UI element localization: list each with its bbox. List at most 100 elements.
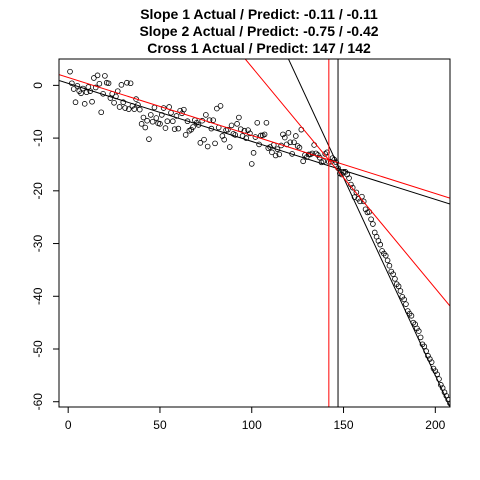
data-point xyxy=(210,117,216,123)
data-point xyxy=(70,86,77,92)
plot-frame xyxy=(58,58,451,408)
data-point xyxy=(69,80,75,87)
y-tick-label: 0 xyxy=(31,82,45,89)
y-tick-label: -50 xyxy=(31,340,45,358)
data-point xyxy=(190,124,196,130)
data-point xyxy=(234,121,240,127)
data-point xyxy=(181,106,187,113)
data-point xyxy=(111,99,117,106)
data-point xyxy=(287,139,294,146)
data-point xyxy=(173,113,180,119)
data-point xyxy=(214,105,220,112)
data-point xyxy=(349,184,356,191)
regression-line-predicted-segment-2 xyxy=(244,59,450,307)
data-point xyxy=(212,140,218,147)
data-point xyxy=(269,149,275,156)
x-tick-label: 0 xyxy=(65,418,72,432)
data-point xyxy=(203,112,209,118)
data-point xyxy=(403,301,409,307)
y-tick-label: -30 xyxy=(31,235,45,253)
data-point xyxy=(118,82,125,88)
data-point xyxy=(293,133,299,139)
data-point xyxy=(127,80,134,87)
data-point xyxy=(225,126,231,133)
data-point xyxy=(140,114,147,121)
data-point xyxy=(157,121,163,127)
data-point xyxy=(94,72,101,79)
chart-title-line-2: Slope 2 Actual / Predict: -0.75 / -0.42 xyxy=(139,23,378,39)
regression-line-actual-segment-2 xyxy=(287,59,450,407)
regression-line-actual-segment-1 xyxy=(59,80,450,205)
data-point xyxy=(357,198,363,205)
regression-line-predicted-segment-1 xyxy=(59,74,450,199)
data-point xyxy=(243,135,250,141)
x-tick-label: 50 xyxy=(153,418,167,432)
plot-content xyxy=(59,59,450,407)
data-point xyxy=(124,79,130,86)
data-point xyxy=(291,139,297,146)
data-point xyxy=(122,105,128,111)
data-point xyxy=(272,152,279,159)
data-point xyxy=(78,90,84,97)
data-point xyxy=(254,120,261,126)
data-point xyxy=(149,118,156,125)
data-point xyxy=(280,131,286,138)
data-point xyxy=(208,125,215,132)
data-point xyxy=(392,276,398,282)
data-point xyxy=(248,161,255,167)
y-tick-label: -10 xyxy=(31,129,45,147)
data-point xyxy=(368,216,374,223)
chart-title-line-1: Slope 1 Actual / Predict: -0.11 / -0.11 xyxy=(140,6,378,22)
x-tick-label: 200 xyxy=(425,418,445,432)
data-point xyxy=(201,136,207,143)
data-point xyxy=(217,103,224,109)
x-tick-label: 150 xyxy=(334,418,354,432)
data-point xyxy=(276,151,283,158)
chart-title-line-3: Cross 1 Actual / Predict: 147 / 142 xyxy=(147,40,371,56)
data-point xyxy=(96,80,103,87)
data-point xyxy=(89,98,95,105)
data-point xyxy=(447,400,450,407)
y-tick-label: -20 xyxy=(31,182,45,200)
data-point xyxy=(184,118,191,125)
data-point xyxy=(162,125,169,131)
data-point xyxy=(138,121,145,127)
data-point xyxy=(415,328,422,334)
data-point xyxy=(182,132,189,138)
data-point xyxy=(72,99,79,106)
data-point xyxy=(131,106,138,112)
data-point xyxy=(390,271,396,277)
data-point xyxy=(401,296,407,303)
data-point xyxy=(285,130,292,136)
data-point xyxy=(147,112,154,118)
y-tick-label: -60 xyxy=(31,393,45,411)
data-point xyxy=(170,118,176,125)
data-point xyxy=(263,120,270,126)
data-point xyxy=(384,257,391,264)
data-point xyxy=(164,118,171,125)
data-point xyxy=(333,159,339,166)
data-point xyxy=(370,221,376,227)
data-point xyxy=(81,101,88,107)
data-point xyxy=(91,75,97,81)
data-point xyxy=(353,189,360,196)
data-point xyxy=(236,114,242,121)
data-point xyxy=(346,175,352,181)
data-point xyxy=(360,198,367,205)
data-point xyxy=(67,68,73,75)
data-point xyxy=(116,104,123,110)
data-point xyxy=(296,144,303,151)
data-point xyxy=(105,80,112,87)
data-point xyxy=(247,130,253,137)
data-point xyxy=(397,288,404,294)
data-point xyxy=(83,89,90,96)
plot-area xyxy=(58,58,451,408)
data-point xyxy=(395,283,402,290)
data-point xyxy=(386,262,393,269)
data-point xyxy=(98,109,105,116)
data-point xyxy=(362,206,369,213)
data-point xyxy=(120,99,127,106)
data-point xyxy=(261,131,268,138)
